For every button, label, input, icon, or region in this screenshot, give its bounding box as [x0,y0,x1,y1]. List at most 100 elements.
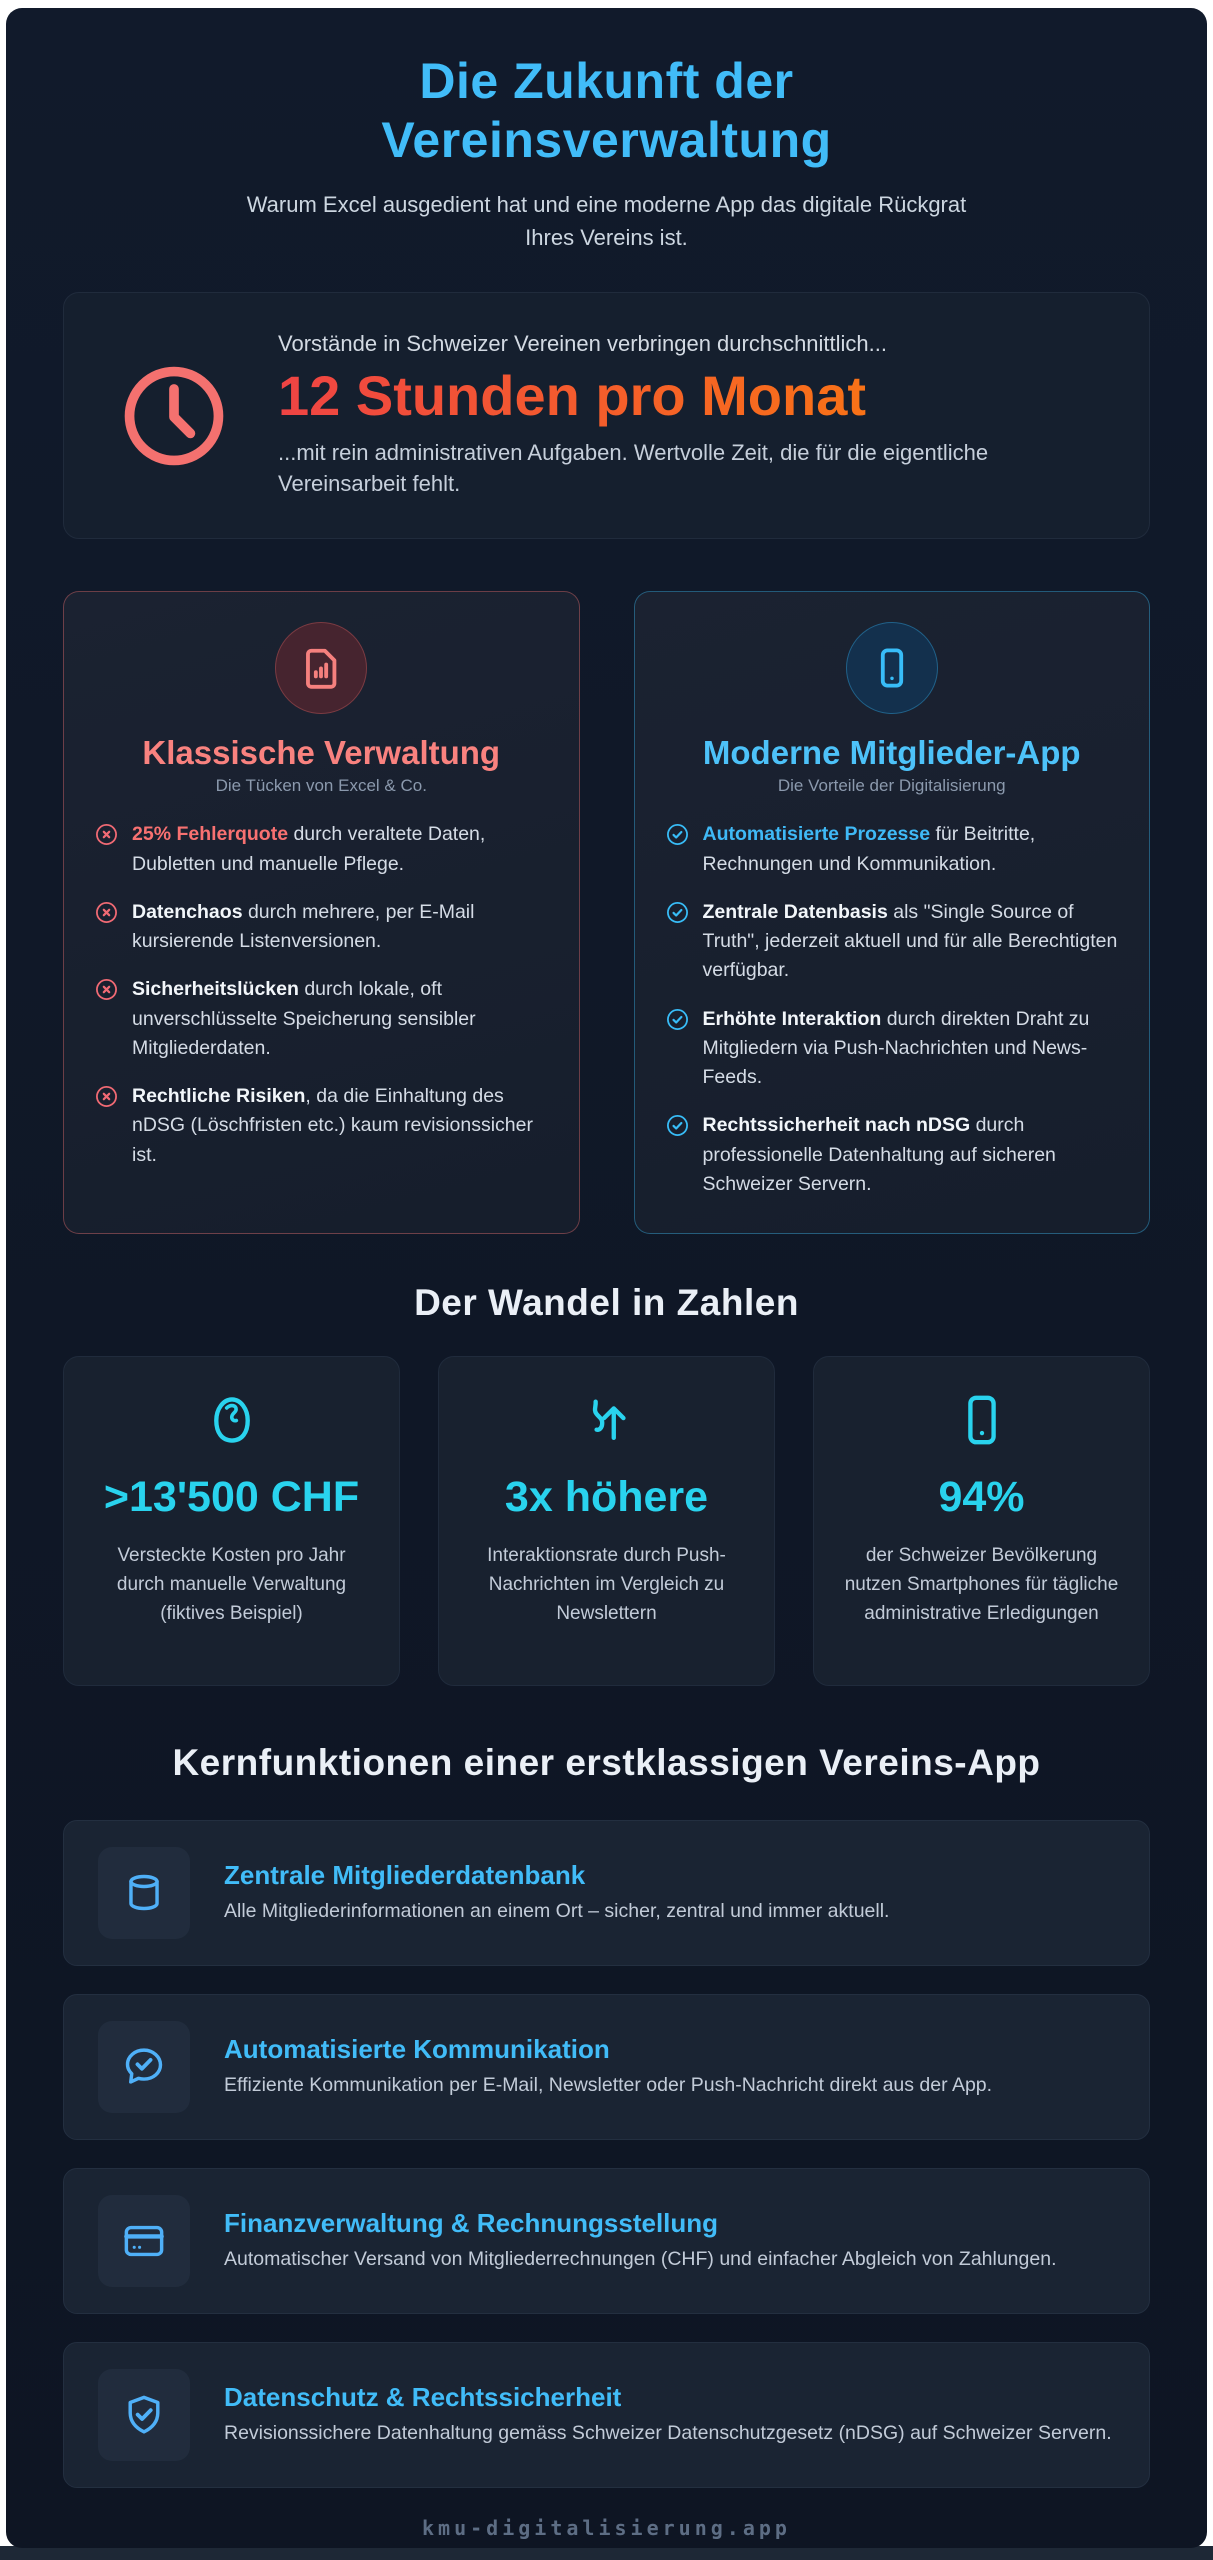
feature-text: Finanzverwaltung & Rechnungsstellung Aut… [224,2208,1056,2273]
risk-item-text: Datenchaos durch mehrere, per E-Mail kur… [132,898,549,957]
risk-item-lead: Rechtliche Risiken [132,1085,306,1108]
chat-check-icon [98,2021,190,2114]
feature-description: Automatischer Versand von Mitgliederrech… [224,2248,1057,2271]
feature-row-finance: Finanzverwaltung & Rechnungsstellung Aut… [63,2168,1150,2315]
arrow-up-trend-icon [467,1391,746,1449]
x-circle-icon [94,822,119,879]
stat-card-costs: >13'500 CHF Versteckte Kosten pro Jahr d… [63,1356,400,1687]
smartphone-icon [842,1391,1121,1449]
risk-item: Sicherheitslücken durch lokale, oft unve… [94,975,549,1063]
money-bag-icon [92,1391,371,1449]
benefit-item-body: durch professionelle Datenhaltung auf si… [702,1114,1056,1195]
benefit-item-text: Zentrale Datenbasis als "Single Source o… [703,898,1120,986]
feature-title: Datenschutz & Rechtssicherheit [224,2382,622,2413]
feature-title: Automatisierte Kommunikation [224,2034,610,2065]
modern-benefit-list: Automatisierte Prozesse für Beitritte, R… [665,820,1120,1199]
feature-row-database: Zentrale Mitgliederdatenbank Alle Mitgli… [63,1820,1150,1967]
check-circle-icon [665,1007,690,1093]
benefit-item-body: durch direkten Draht zu Mitgliedern via … [702,1007,1090,1089]
feature-title: Zentrale Mitgliederdatenbank [224,1860,586,1891]
stat-card-smartphones: 94% der Schweizer Bevölkerung nutzen Sma… [813,1356,1150,1687]
benefit-item-lead: Rechtssicherheit nach nDSG [702,1114,971,1137]
risk-item: Datenchaos durch mehrere, per E-Mail kur… [94,898,549,957]
modern-card-title: Moderne Mitglieder-App [702,734,1081,772]
hero-outro: ...mit rein administrativen Aufgaben. We… [278,439,989,497]
modern-card-header: Moderne Mitglieder-App Die Vorteile der … [665,622,1120,796]
check-circle-icon [665,822,690,879]
stat-description: Versteckte Kosten pro Jahr durch manuell… [116,1544,347,1625]
benefit-item-body: für Beitritte, Rechnungen und Kommunikat… [702,823,1036,875]
stats-grid: >13'500 CHF Versteckte Kosten pro Jahr d… [63,1356,1150,1687]
numbers-section-title: Der Wandel in Zahlen [414,1282,799,1324]
feature-text: Automatisierte Kommunikation Effiziente … [224,2034,992,2099]
stat-value: >13'500 CHF [103,1473,360,1522]
classic-card-subtitle: Die Tücken von Excel & Co. [215,776,427,796]
benefit-item-lead: Erhöhte Interaktion [702,1007,882,1030]
risk-item: Rechtliche Risiken, da die Einhaltung de… [94,1082,549,1170]
hero-card: Vorstände in Schweizer Vereinen verbring… [63,292,1150,540]
risk-item-body: durch veraltete Daten, Dubletten und man… [132,823,486,875]
stat-description: der Schweizer Bevölkerung nutzen Smartph… [844,1544,1119,1625]
risk-item-lead: Sicherheitslücken [132,978,299,1001]
feature-description: Effiziente Kommunikation per E-Mail, New… [224,2074,993,2097]
hero-stat-value: 12 Stunden pro Monat [278,365,1078,427]
file-chart-icon [275,622,368,715]
risk-item-text: Sicherheitslücken durch lokale, oft unve… [132,975,549,1063]
bottom-strip [0,2546,1213,2560]
features-list: Zentrale Mitgliederdatenbank Alle Mitgli… [63,1820,1150,2489]
benefit-item-text: Automatisierte Prozesse für Beitritte, R… [703,820,1120,879]
feature-description: Alle Mitgliederinformationen an einem Or… [224,1900,890,1923]
feature-row-privacy: Datenschutz & Rechtssicherheit Revisions… [63,2342,1150,2489]
page-subtitle: Warum Excel ausgedient hat und eine mode… [246,192,967,250]
benefit-item-lead: Automatisierte Prozesse [702,823,931,846]
risk-item-lead: Datenchaos [132,900,243,923]
x-circle-icon [94,900,119,957]
risk-item-lead: 25% Fehlerquote [132,823,289,846]
database-icon [98,1847,190,1940]
benefit-item: Zentrale Datenbasis als "Single Source o… [665,898,1120,986]
modern-app-card: Moderne Mitglieder-App Die Vorteile der … [633,591,1150,1235]
feature-text: Zentrale Mitgliederdatenbank Alle Mitgli… [224,1860,889,1925]
infographic-frame: Die Zukunft der Vereinsverwaltung Warum … [6,8,1207,2548]
feature-description: Revisionssichere Datenhaltung gemäss Sch… [224,2422,1112,2445]
stat-value: 3x höhere [504,1473,709,1522]
footer-brand: kmu-digitalisierung.app [422,2516,791,2541]
risk-item-text: Rechtliche Risiken, da die Einhaltung de… [132,1082,549,1170]
benefit-item-lead: Zentrale Datenbasis [702,900,888,923]
x-circle-icon [94,1084,119,1170]
page-title: Die Zukunft der Vereinsverwaltung [381,53,832,168]
feature-text: Datenschutz & Rechtssicherheit Revisions… [224,2382,1112,2447]
classic-card-title: Klassische Verwaltung [142,734,501,772]
smartphone-icon [845,622,938,715]
features-section-title: Kernfunktionen einer erstklassigen Verei… [172,1742,1041,1784]
risk-item: 25% Fehlerquote durch veraltete Daten, D… [94,820,549,879]
risk-item-body: , da die Einhaltung des nDSG (Löschfrist… [132,1085,533,1166]
shield-check-icon [98,2369,190,2462]
risk-item-body: durch mehrere, per E-Mail kursierende Li… [132,900,475,953]
hero-text: Vorstände in Schweizer Vereinen verbring… [278,331,1097,500]
benefit-item-body: als "Single Source of Truth", jederzeit … [702,900,1118,982]
stat-card-interaction: 3x höhere Interaktionsrate durch Push-Na… [438,1356,775,1687]
modern-card-subtitle: Die Vorteile der Digitalisierung [777,776,1006,796]
benefit-item: Erhöhte Interaktion durch direkten Draht… [665,1005,1120,1093]
check-circle-icon [665,1113,690,1199]
stat-value: 94% [938,1473,1025,1522]
comparison-section: Klassische Verwaltung Die Tücken von Exc… [63,591,1150,1235]
feature-title: Finanzverwaltung & Rechnungsstellung [224,2208,719,2239]
classic-card-header: Klassische Verwaltung Die Tücken von Exc… [94,622,549,796]
benefit-item-text: Rechtssicherheit nach nDSG durch profess… [703,1111,1120,1199]
clock-icon [116,358,232,474]
stat-description: Interaktionsrate durch Push-Nachrichten … [487,1544,726,1625]
credit-card-icon [98,2195,190,2288]
benefit-item: Automatisierte Prozesse für Beitritte, R… [665,820,1120,879]
risk-item-text: 25% Fehlerquote durch veraltete Daten, D… [132,820,549,879]
feature-row-communication: Automatisierte Kommunikation Effiziente … [63,1994,1150,2141]
benefit-item: Rechtssicherheit nach nDSG durch profess… [665,1111,1120,1199]
risk-item-body: durch lokale, oft unverschlüsselte Speic… [132,978,476,1059]
benefit-item-text: Erhöhte Interaktion durch direkten Draht… [703,1005,1120,1093]
check-circle-icon [665,900,690,986]
hero-intro: Vorstände in Schweizer Vereinen verbring… [278,331,888,356]
x-circle-icon [94,977,119,1063]
classic-risk-list: 25% Fehlerquote durch veraltete Daten, D… [94,820,549,1170]
